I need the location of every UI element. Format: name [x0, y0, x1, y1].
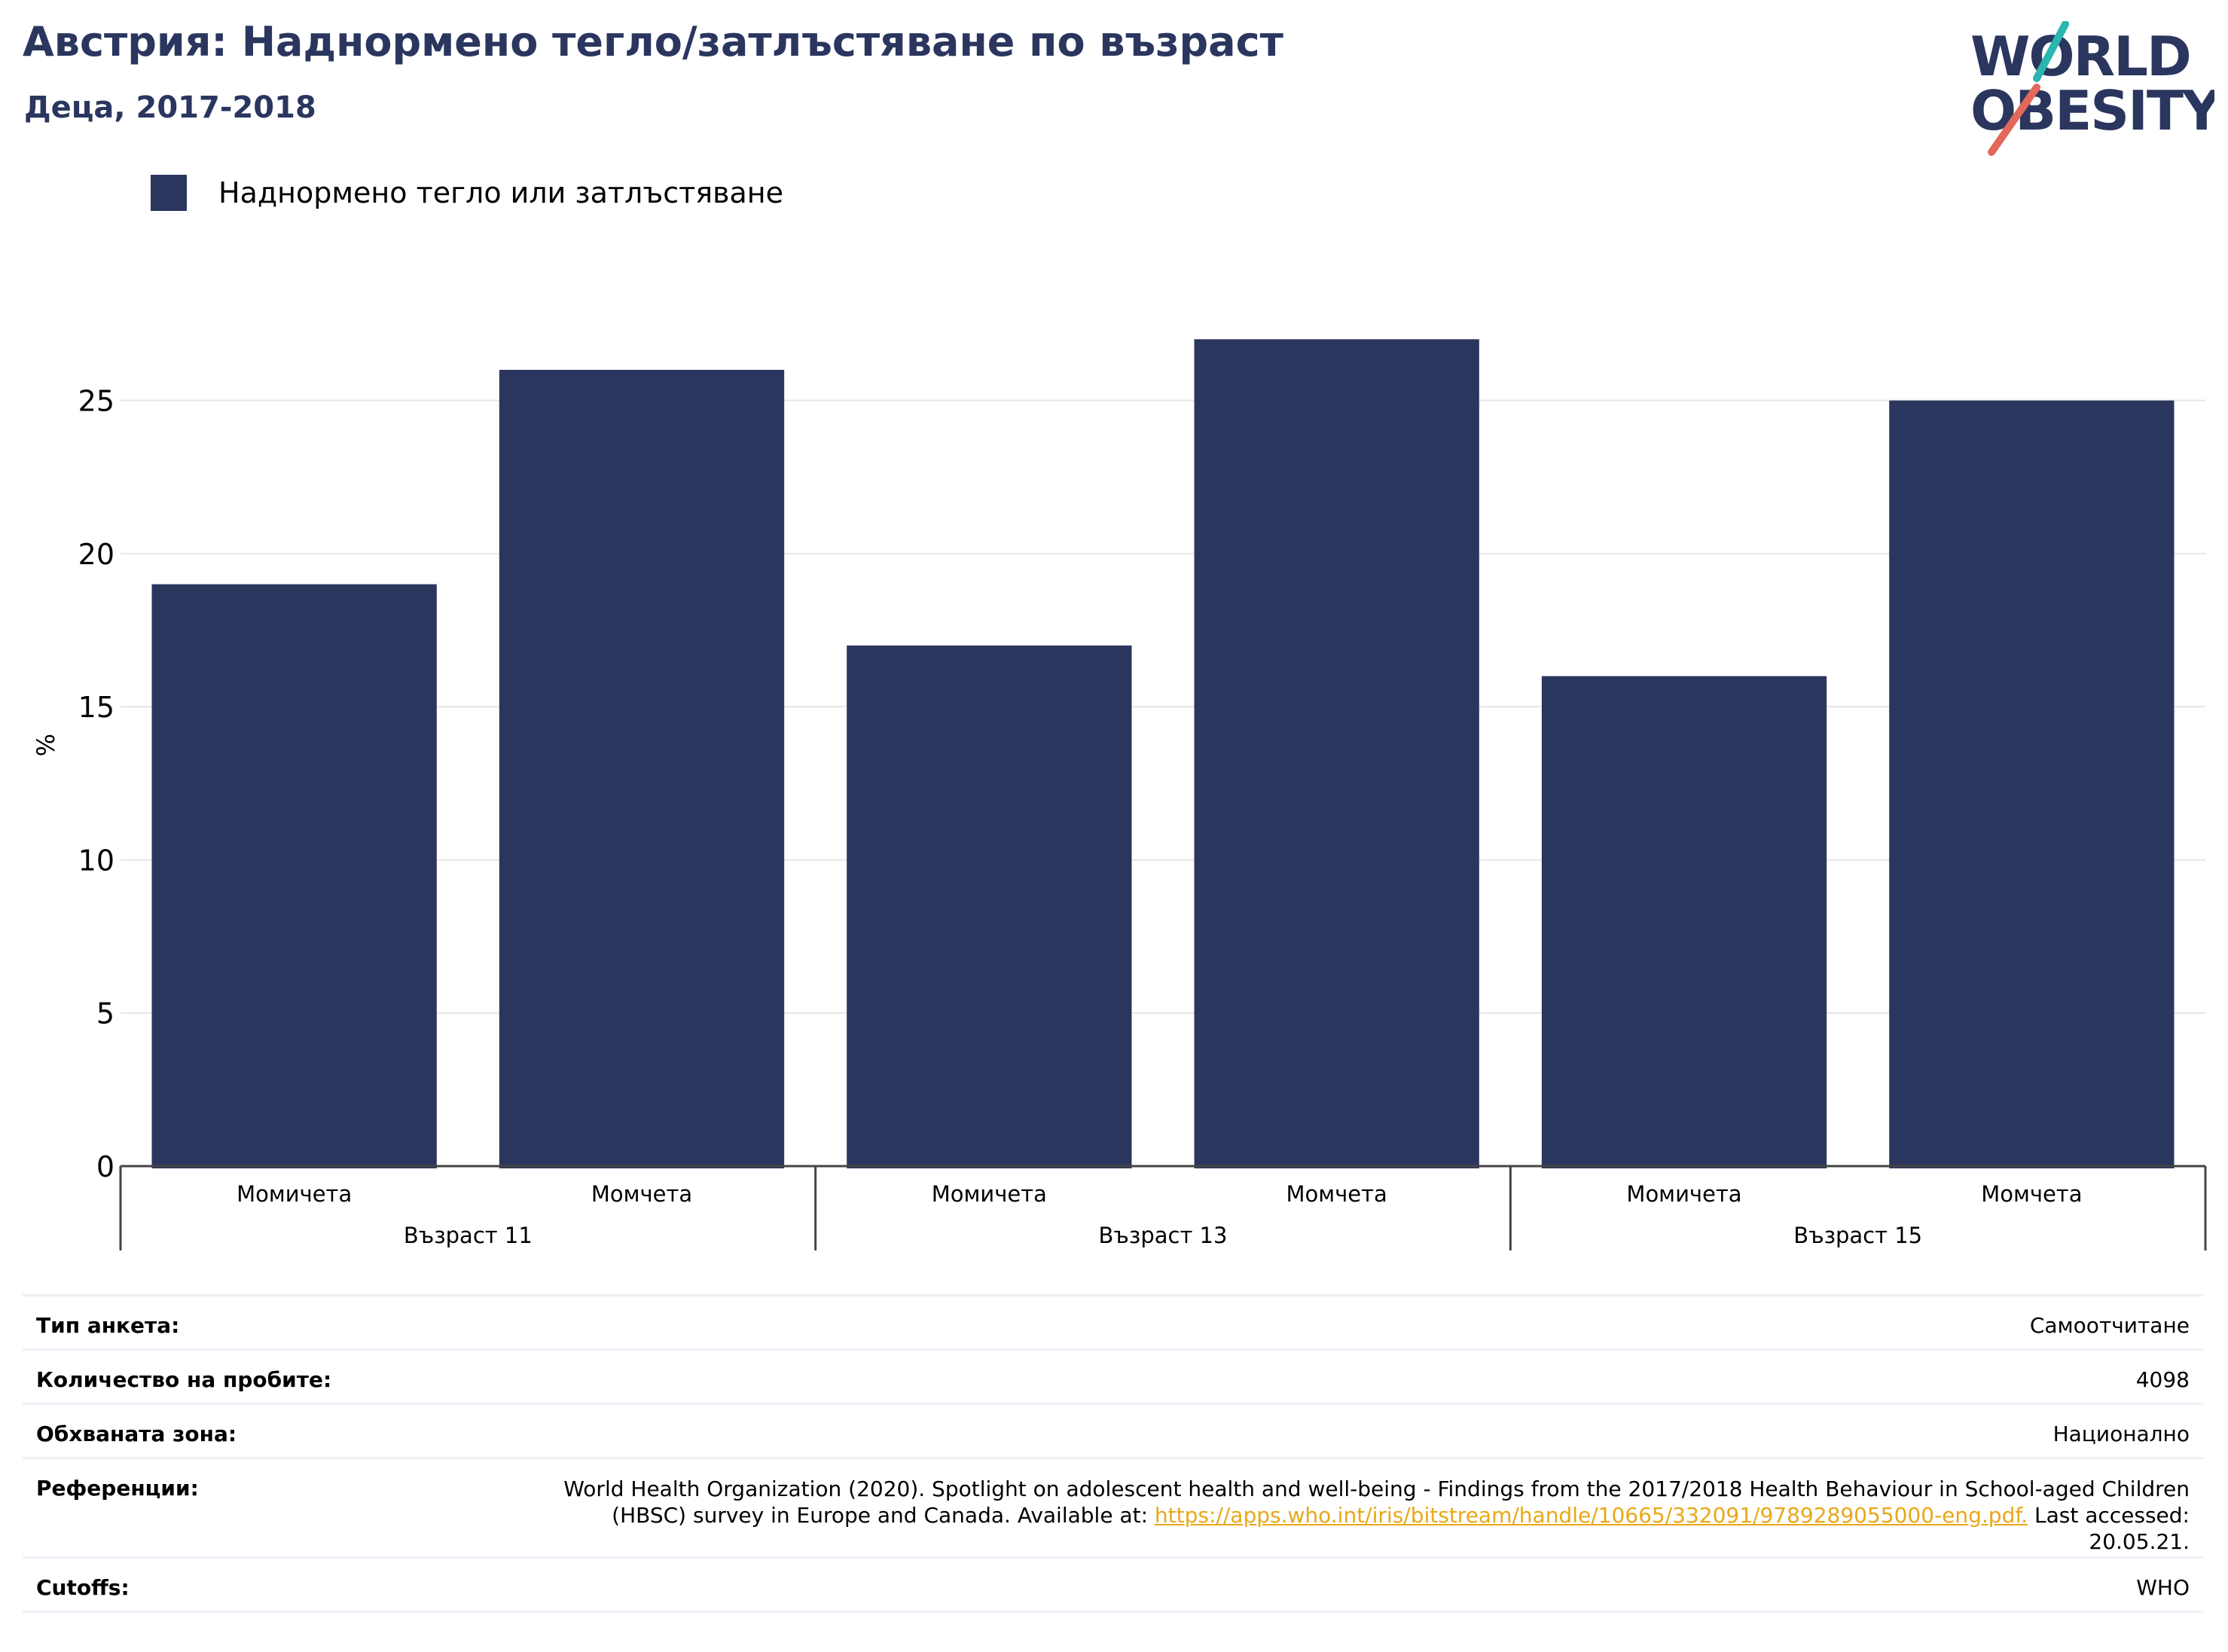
x-group-label: Възраст 11	[404, 1223, 533, 1248]
legend-swatch	[151, 175, 187, 211]
y-tick-label: 15	[78, 691, 114, 724]
info-row-coverage: Обхваната зона: Национално	[23, 1405, 2203, 1459]
references-text: World Health Organization (2020). Spotli…	[548, 1476, 2190, 1555]
bar	[1194, 339, 1479, 1168]
info-row-cutoffs: Cutoffs: WHO	[23, 1559, 2203, 1613]
y-tick-label: 10	[78, 844, 114, 877]
info-label: Обхваната зона:	[36, 1421, 237, 1446]
world-obesity-logo: WORLD OBESITY	[1970, 21, 2214, 156]
info-row-references: Референции: World Health Organization (2…	[23, 1459, 2203, 1559]
y-tick-label: 20	[78, 538, 114, 571]
logo-text-world: WORLD	[1970, 25, 2190, 88]
info-table: Тип анкета: Самоотчитане Количество на п…	[23, 1294, 2203, 1613]
info-row-sample-size: Количество на пробите: 4098	[23, 1351, 2203, 1405]
logo-text-obesity: OBESITY	[1970, 79, 2214, 142]
chart-title: Австрия: Наднормено тегло/затлъстяване п…	[23, 18, 1283, 66]
x-category-label: Момчета	[1981, 1181, 2082, 1207]
x-category-label: Момичета	[237, 1181, 352, 1207]
y-tick-label: 5	[96, 997, 114, 1031]
info-label: Количество на пробите:	[36, 1367, 332, 1392]
x-group-label: Възраст 15	[1793, 1223, 1922, 1248]
bar	[151, 584, 437, 1168]
bar	[847, 645, 1132, 1168]
bar	[499, 369, 785, 1168]
info-label: Референции:	[36, 1476, 199, 1501]
info-value: Национално	[2053, 1421, 2190, 1446]
x-category-label: Момичета	[932, 1181, 1047, 1207]
bar	[1541, 676, 1827, 1168]
info-row-survey-type: Тип анкета: Самоотчитане	[23, 1296, 2203, 1351]
info-value: 4098	[2135, 1367, 2190, 1392]
x-category-label: Момичета	[1626, 1181, 1741, 1207]
bar-chart: 0 5 10 15 20 25% Момичета Момчета Момичета Момчет…	[32, 339, 2207, 1250]
y-tick-label: 0	[96, 1150, 114, 1183]
references-body: World Health Organization (2020). Spotli…	[563, 1476, 2190, 1528]
info-value: WHO	[2136, 1575, 2190, 1600]
info-label: Cutoffs:	[36, 1575, 130, 1600]
references-suffix: Last accessed: 20.05.21.	[2028, 1503, 2190, 1554]
y-axis-label: %	[32, 734, 60, 756]
references-link[interactable]: https://apps.who.int/iris/bitstream/hand…	[1154, 1503, 2028, 1528]
y-tick-label: 25	[78, 385, 114, 418]
info-label: Тип анкета:	[36, 1313, 180, 1338]
logo-slash-teal	[2033, 21, 2069, 82]
logo-slash-red	[1988, 84, 2040, 156]
bar	[1889, 400, 2175, 1168]
x-group-label: Възраст 13	[1099, 1223, 1228, 1248]
chart-subtitle: Деца, 2017-2018	[24, 90, 316, 125]
legend-label: Наднормено тегло или затлъстяване	[218, 176, 783, 209]
x-category-label: Момчета	[1286, 1181, 1387, 1207]
x-category-label: Момчета	[591, 1181, 692, 1207]
info-value: Самоотчитане	[2029, 1313, 2190, 1338]
